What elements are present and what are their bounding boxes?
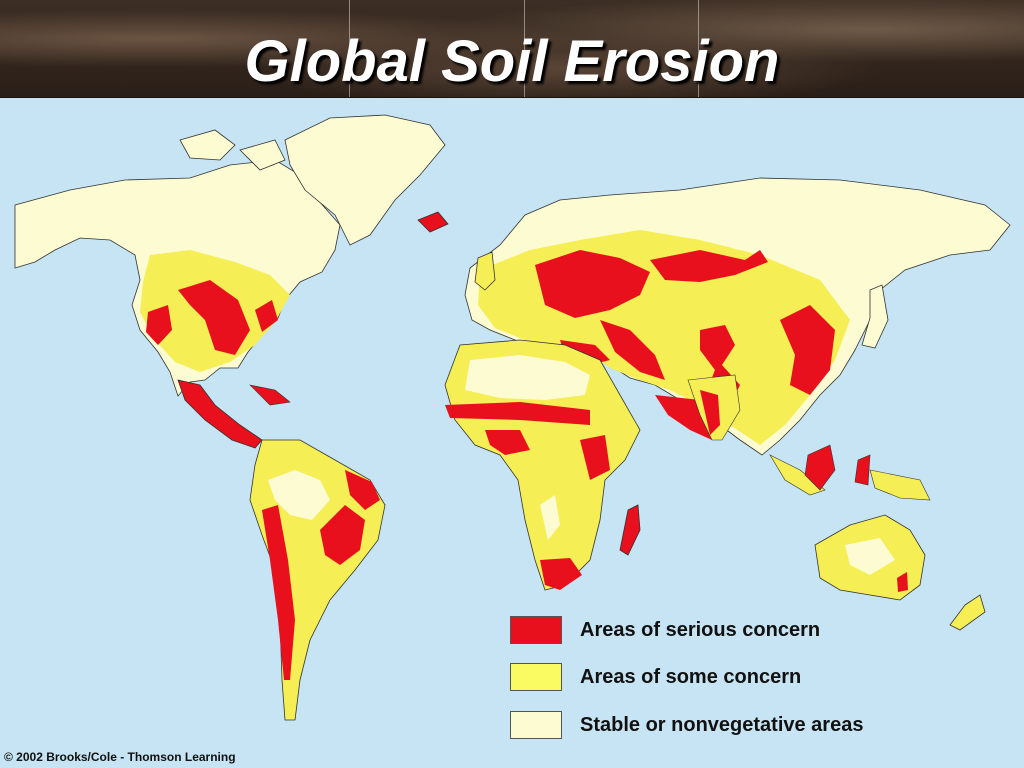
banner-seam [349,0,350,97]
legend-swatch-cream [510,711,562,739]
legend-label: Areas of some concern [580,666,802,688]
copyright-credit: © 2002 Brooks/Cole - Thomson Learning [4,750,236,764]
legend-label: Areas of serious concern [580,619,821,641]
legend-swatch-yellow [510,663,562,691]
banner-seam [698,0,699,97]
north-america [14,114,449,449]
legend-swatch-red [510,616,562,644]
eurasia [464,177,1011,456]
world-map [0,98,1024,768]
australia [814,514,986,631]
southeast-asia [769,444,931,501]
page-title: Global Soil Erosion [244,29,780,94]
title-banner: Global Soil Erosion [0,0,1024,98]
south-america [249,439,386,721]
banner-seam [524,0,525,97]
legend-label: Stable or nonvegetative areas [580,714,864,736]
africa [444,339,641,591]
